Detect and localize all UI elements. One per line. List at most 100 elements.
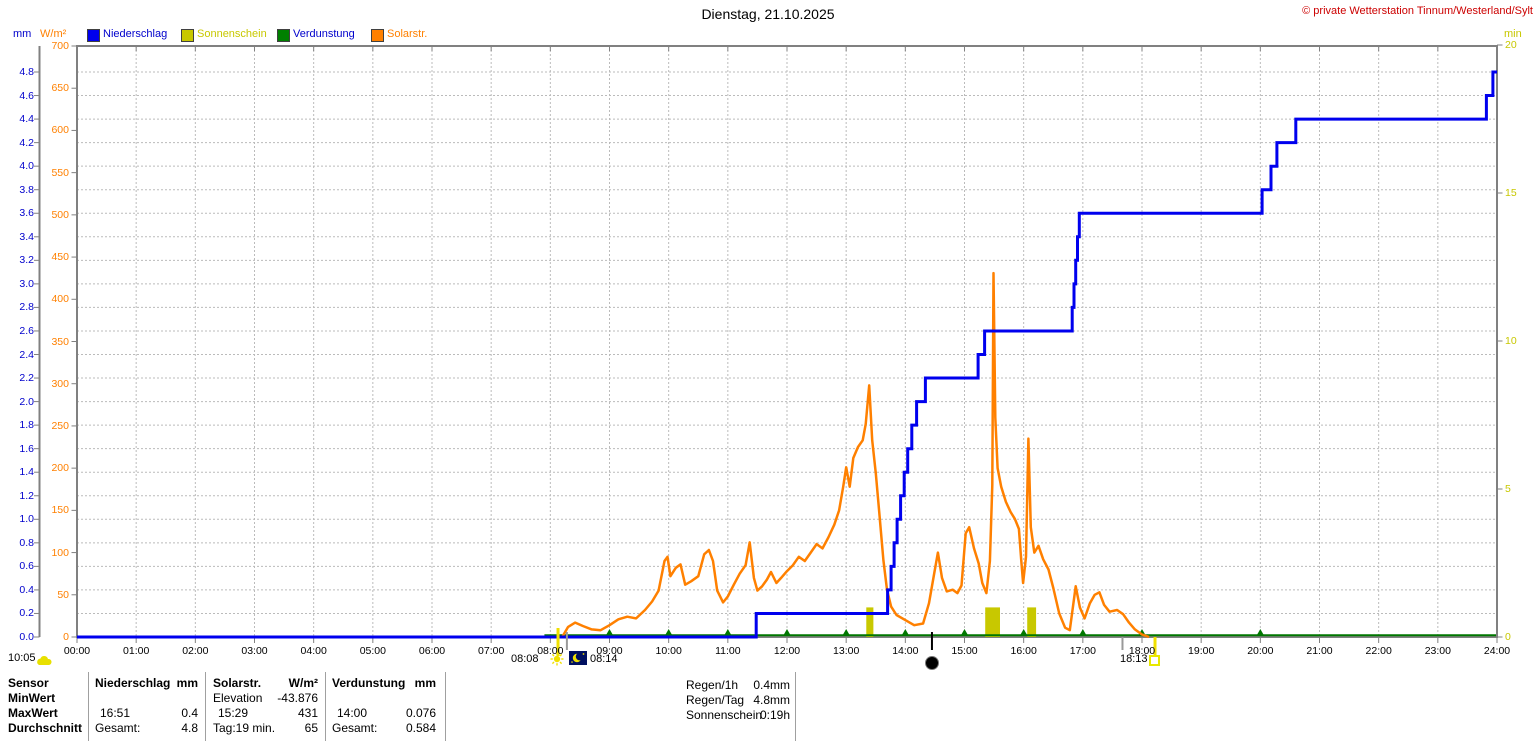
y-axis-wm2-tick-label: 350 (51, 335, 69, 348)
x-axis-tick-label: 05:00 (359, 645, 386, 657)
cloud-icon (37, 656, 52, 665)
y-axis-mm-tick-label: 3.8 (19, 183, 34, 196)
solar-swatch-icon (371, 29, 384, 42)
y-axis-wm2-tick-label: 0 (63, 631, 69, 643)
x-axis-tick-label: 19:00 (1188, 645, 1215, 657)
y-axis-mm-tick-label: 0.4 (19, 583, 34, 596)
x-axis-tick-label: 11:00 (715, 645, 741, 657)
x-axis-tick-label: 22:00 (1365, 645, 1392, 657)
regen-tag-label: Regen/Tag (686, 693, 745, 707)
y-axis-min-tick-label: 10 (1505, 335, 1517, 347)
col-niederschlag-header: Niederschlag (95, 676, 171, 690)
x-axis-tick-label: 21:00 (1306, 645, 1333, 657)
y-axis-mm-tick-label: 4.0 (19, 160, 34, 173)
y-axis-mm-tick-label: 3.6 (19, 207, 34, 220)
y-axis-title-wm2: W/m² (40, 28, 67, 40)
x-axis-tick-label: 20:00 (1247, 645, 1274, 657)
y-axis-wm2-tick-label: 400 (51, 293, 69, 306)
x-axis-tick-label: 16:00 (1010, 645, 1037, 657)
evaporation-swatch-icon (277, 29, 290, 42)
moon-phase-icon (925, 656, 939, 670)
x-axis-tick-label: 01:00 (123, 645, 150, 657)
y-axis-mm-tick-label: 1.8 (19, 419, 34, 432)
col-verdunstung-header: Verdunstung (332, 676, 406, 690)
table-divider (795, 672, 796, 741)
solarstr-elevation-label: Elevation (213, 691, 263, 705)
regen-tag-value: 4.8mm (753, 693, 790, 707)
y-axis-min-tick-label: 5 (1505, 483, 1511, 495)
y-axis-mm-tick-label: 1.2 (19, 489, 34, 502)
col-verdunstung-unit: mm (414, 676, 436, 690)
y-axis-wm2-tick-label: 700 (51, 40, 69, 52)
y-axis-mm-tick-label: 1.4 (19, 466, 34, 479)
x-axis-tick-label: 09:00 (596, 645, 623, 657)
y-axis-mm-tick-label: 3.0 (19, 277, 34, 290)
legend-label: Verdunstung (293, 28, 355, 40)
sunshine-swatch-icon (181, 29, 194, 42)
y-axis-mm-tick-label: 0.6 (19, 560, 34, 573)
y-axis-min-tick-label: 0 (1505, 631, 1511, 643)
x-axis-tick-label: 23:00 (1424, 645, 1451, 657)
x-axis-tick-label: 02:00 (182, 645, 209, 657)
col-solarstr-header: Solarstr. (213, 676, 262, 690)
x-axis-tick-label: 15:00 (951, 645, 978, 657)
table-divider (205, 672, 206, 741)
legend-label: Sonnenschein (197, 28, 267, 40)
rain-swatch-icon (87, 29, 100, 42)
table-row-minwert: MinWert (8, 691, 56, 705)
y-axis-wm2-tick-label: 300 (51, 377, 69, 390)
x-axis-tick-label: 00:00 (63, 645, 91, 657)
page-title: Dienstag, 21.10.2025 (701, 6, 835, 22)
niederschlag-sum-label: Gesamt: (95, 721, 141, 735)
y-axis-min-tick-label: 20 (1505, 39, 1517, 51)
verdunstung-sum-label: Gesamt: (332, 721, 378, 735)
y-axis-mm-tick-label: 2.2 (19, 372, 34, 385)
solarstr-elevation-value: -43.876 (277, 691, 318, 705)
y-axis-wm2-tick-label: 500 (51, 208, 69, 221)
y-axis-wm2-tick-label: 50 (57, 588, 69, 601)
table-divider (88, 672, 89, 741)
moonrise-time: 08:14 (590, 653, 618, 665)
y-axis-mm-tick-label: 4.4 (19, 113, 34, 126)
solarstr-max-time: 15:29 (218, 706, 249, 720)
x-axis-tick-label: 24:00 (1483, 645, 1511, 657)
y-axis-mm-tick-label: 4.6 (19, 89, 34, 102)
x-axis-tick-label: 18:00 (1128, 645, 1156, 657)
x-axis-tick-label: 04:00 (300, 645, 327, 657)
table-row-header: Sensor (8, 676, 49, 690)
verdunstung-max-value: 0.076 (405, 706, 436, 720)
x-axis-tick-label: 14:00 (892, 645, 919, 657)
y-axis-mm-tick-label: 4.2 (19, 136, 34, 149)
y-axis-wm2-tick-label: 200 (51, 462, 69, 475)
y-axis-wm2-tick-label: 150 (51, 504, 69, 517)
copyright-note: © private Wetterstation Tinnum/Westerlan… (1302, 5, 1533, 17)
niederschlag-max-value: 0.4 (181, 706, 198, 720)
y-axis-mm-tick-label: 3.2 (19, 254, 34, 267)
y-axis-mm-tick-label: 1.6 (19, 442, 34, 455)
solarstr-max-value: 431 (297, 706, 318, 720)
col-niederschlag-unit: mm (176, 676, 198, 690)
y-axis-mm-tick-label: 0.2 (19, 607, 34, 620)
x-axis-tick-label: 17:00 (1069, 645, 1096, 657)
y-axis-wm2-tick-label: 250 (51, 419, 69, 432)
y-axis-mm-tick-label: 0.8 (19, 536, 34, 549)
y-axis-mm-tick-label: 3.4 (19, 230, 34, 243)
y-axis-wm2-tick-label: 650 (51, 82, 69, 95)
regen-1h-value: 0.4mm (753, 678, 790, 692)
table-row-durchschnitt: Durchschnitt (8, 721, 83, 735)
y-axis-mm-tick-label: 2.8 (19, 301, 34, 314)
table-row-maxwert: MaxWert (8, 706, 58, 720)
y-axis-mm-tick-label: 1.0 (19, 513, 34, 526)
x-axis-tick-label: 03:00 (241, 645, 268, 657)
y-axis-mm-tick-label: 2.4 (19, 348, 34, 361)
niederschlag-sum-value: 4.8 (181, 721, 198, 735)
x-axis-tick-label: 07:00 (478, 645, 505, 657)
table-divider (325, 672, 326, 741)
solarstr-day-label: Tag:19 min. (213, 721, 276, 735)
y-axis-title-mm: mm (13, 28, 32, 40)
sunrise-time: 08:08 (511, 653, 539, 665)
observation-time: 10:05 (8, 652, 36, 664)
y-axis-title-min: min (1504, 28, 1522, 40)
y-axis-wm2-tick-label: 550 (51, 166, 69, 179)
